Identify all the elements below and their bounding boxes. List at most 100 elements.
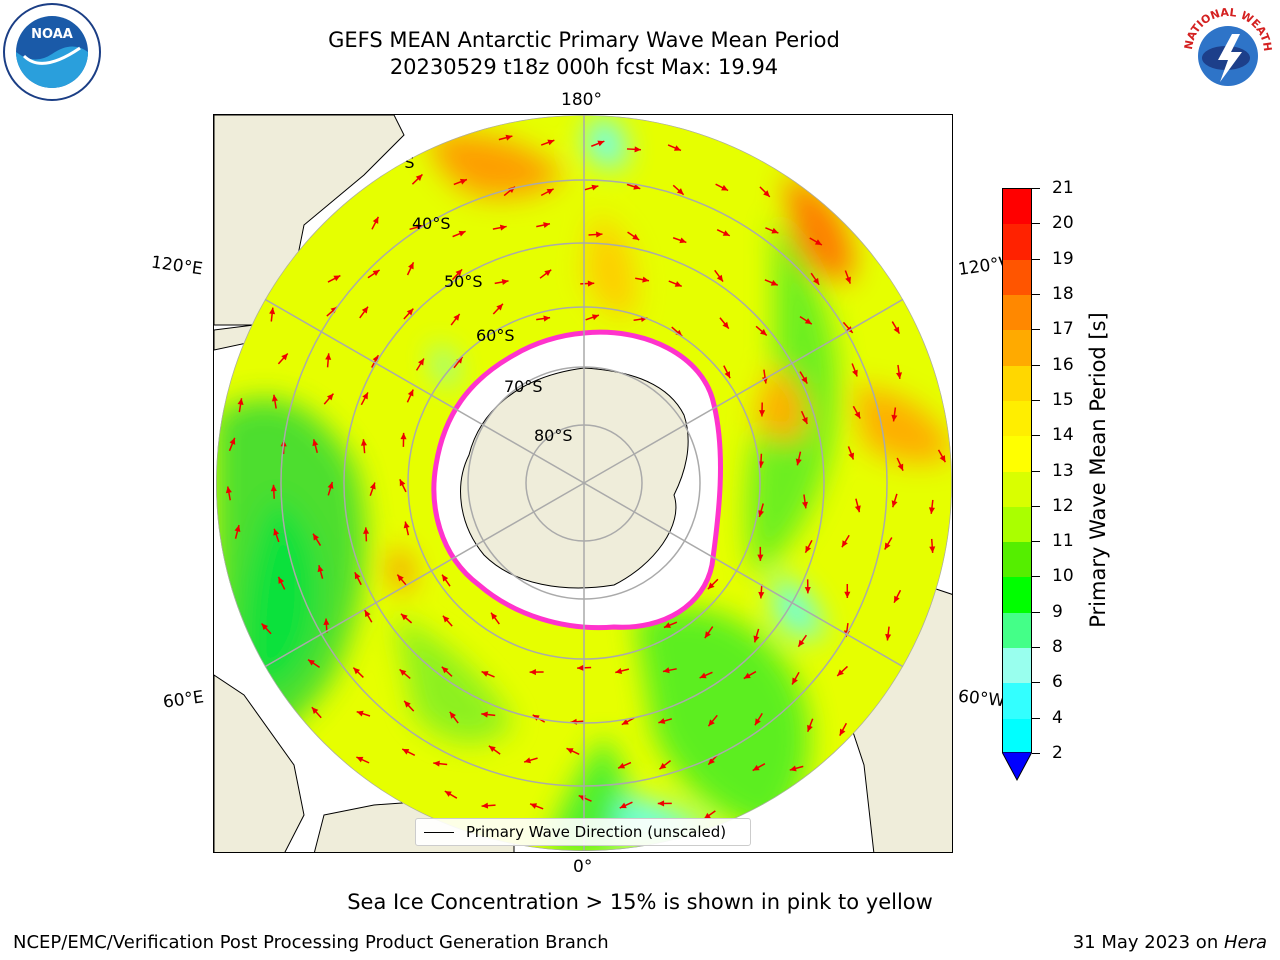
direction-arrow-head: [453, 313, 460, 321]
direction-arrow-head: [939, 455, 946, 463]
colorbar-tick-label: 14: [1052, 425, 1074, 446]
direction-arrow-head: [722, 230, 730, 236]
direction-arrow-head: [676, 188, 684, 195]
direction-arrow-head: [312, 439, 319, 447]
direction-arrow-head: [839, 728, 846, 736]
direction-arrow-head: [270, 484, 277, 492]
legend-line-swatch: [424, 831, 454, 833]
direction-arrow-head: [530, 803, 538, 809]
direction-arrow-head: [372, 269, 380, 277]
nws-logo: NATIONAL WEATHER SERVICE: [1174, 0, 1278, 102]
colorbar-segment: [1003, 259, 1031, 296]
colorbar-segment: [1003, 506, 1031, 543]
colorbar-segment: [1003, 365, 1031, 402]
direction-arrow-head: [415, 174, 423, 182]
direction-arrow-head: [455, 269, 463, 277]
direction-arrow-head: [752, 764, 760, 771]
direction-arrow-head: [364, 610, 371, 618]
colorbar-tick: [1032, 611, 1040, 613]
direction-arrow-head: [269, 307, 276, 315]
direction-arrow-head: [758, 510, 765, 517]
colorbar-tick: [1032, 505, 1040, 507]
direction-arrow-head: [360, 439, 367, 446]
colorbar-tick-label: 2: [1052, 743, 1063, 763]
direction-arrow-head: [854, 411, 861, 419]
direction-arrow-head: [929, 546, 936, 553]
direction-arrow-head: [237, 398, 244, 405]
colorbar-tick: [1032, 753, 1040, 754]
lat-label-60s: 60°S: [476, 326, 515, 345]
lat-label-70s: 70°S: [504, 377, 543, 396]
colorbar-extend-arrow: [1002, 752, 1032, 782]
colorbar-tick-label: 10: [1052, 566, 1074, 587]
colorbar-segment: [1003, 294, 1031, 331]
direction-arrow-head: [844, 591, 851, 599]
direction-arrow-head: [885, 633, 892, 641]
footer-credit: NCEP/EMC/Verification Post Processing Pr…: [13, 932, 609, 953]
direction-arrow-head: [659, 762, 667, 770]
colorbar-segment: [1003, 224, 1031, 261]
direction-arrow-head: [566, 748, 574, 754]
direction-arrow-head: [789, 765, 797, 772]
direction-arrow-head: [333, 275, 341, 282]
direction-arrow-head: [369, 482, 376, 490]
direction-arrow-head: [326, 393, 334, 401]
direction-arrow-head: [356, 710, 364, 717]
direction-arrow-head: [323, 618, 330, 626]
direction-arrow-head: [805, 545, 812, 553]
colorbar-tick-label: 16: [1052, 354, 1074, 375]
direction-arrow-head: [261, 623, 269, 631]
direction-arrow-head: [529, 669, 536, 676]
colorbar-tick: [1032, 188, 1040, 189]
colorbar-tick-label: 9: [1052, 601, 1063, 622]
direction-arrow-head: [894, 595, 900, 603]
direction-arrow-head: [406, 308, 414, 316]
direction-arrow-head: [621, 718, 629, 725]
direction-arrow-head: [722, 321, 729, 329]
colorbar-tick-label: 8: [1052, 637, 1063, 658]
direction-arrow-head: [459, 178, 467, 185]
direction-arrow-head: [278, 576, 284, 584]
direction-arrow-head: [642, 276, 649, 283]
direction-arrow-head: [798, 639, 805, 647]
direction-arrow-head: [317, 565, 324, 573]
direction-arrow-head: [657, 800, 665, 807]
plot-subtitle: 20230529 t18z 000h fcst Max: 19.94: [389, 55, 779, 79]
direction-arrow-head: [433, 760, 440, 767]
wave-direction-arrows: [225, 134, 946, 820]
direction-arrow-head: [543, 315, 551, 322]
colorbar-segment: [1003, 400, 1031, 437]
direction-arrow-head: [675, 329, 683, 337]
direction-arrow-head: [271, 394, 278, 402]
direction-arrow-head: [707, 582, 715, 590]
colorbar-segment: [1003, 330, 1031, 367]
direction-arrow-head: [481, 671, 489, 677]
svg-text:NOAA: NOAA: [31, 27, 73, 42]
direction-arrow-head: [481, 802, 489, 809]
direction-arrow-head: [804, 318, 812, 325]
footer-date-text: 31 May 2023 on: [1072, 932, 1224, 953]
direction-arrow-head: [852, 369, 858, 377]
direction-arrow-head: [771, 227, 779, 234]
noaa-logo: NOAA: [2, 2, 102, 102]
lon-label-top: 180°: [561, 90, 602, 110]
direction-arrow-head: [795, 458, 802, 466]
direction-arrow-head: [361, 306, 369, 314]
direction-arrow-head: [848, 452, 855, 460]
direction-arrow-head: [792, 677, 798, 685]
direction-arrow-head: [407, 389, 414, 397]
direction-arrow-head: [743, 672, 751, 679]
colorbar-tick-label: 19: [1052, 248, 1074, 269]
direction-arrow-head: [658, 718, 666, 724]
wave-period-map: 30°S 40°S 50°S 60°S 70°S 80°S: [214, 115, 952, 852]
direction-arrow-head: [891, 414, 898, 422]
legend-label: Primary Wave Direction (unscaled): [466, 823, 727, 841]
direction-arrow-head: [488, 745, 496, 753]
direction-arrow-head: [893, 326, 900, 334]
map-legend: Primary Wave Direction (unscaled): [415, 818, 751, 846]
direction-arrow-head: [404, 700, 411, 708]
colorbar-tick: [1032, 541, 1040, 543]
colorbar-tick: [1032, 258, 1040, 260]
direction-arrow-head: [673, 145, 681, 151]
direction-arrow-head: [577, 664, 584, 671]
